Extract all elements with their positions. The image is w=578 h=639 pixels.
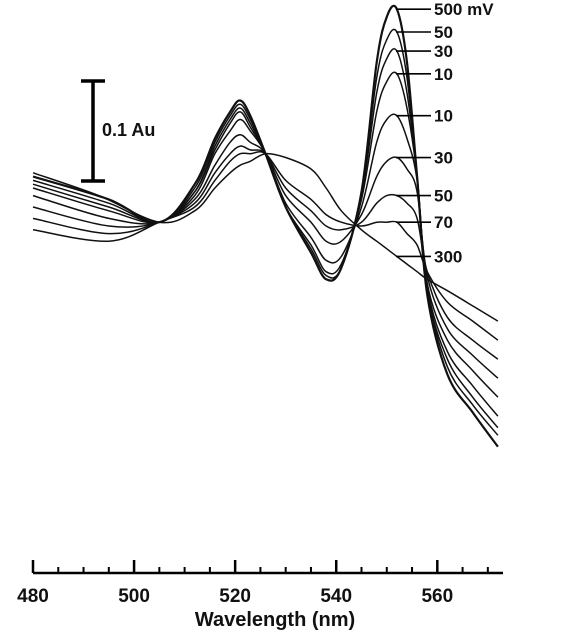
x-tick-label-560: 560: [421, 586, 453, 607]
x-tick-label-500: 500: [118, 586, 150, 607]
x-tick-label-520: 520: [219, 586, 251, 607]
scale-bar-label: 0.1 Au: [102, 120, 155, 140]
series-label-4: 10: [434, 65, 453, 84]
series-label-5: 10: [434, 107, 453, 126]
series-label-7: 50: [434, 187, 453, 206]
x-axis: 480 500 520 540 560: [17, 560, 503, 607]
series-label-1: 500 mV: [434, 0, 494, 19]
series-label-6: 30: [434, 149, 453, 168]
series-line-7: [32, 145, 499, 360]
series-layer: [32, 4, 499, 448]
series-line-9: [32, 152, 499, 322]
x-tick-label-480: 480: [17, 586, 49, 607]
series-line-3: [32, 48, 499, 429]
series-label-2: 50: [434, 23, 453, 42]
scale-bar: 0.1 Au: [81, 79, 155, 183]
series-label-9: 300: [434, 247, 462, 266]
series-label-3: 30: [434, 42, 453, 61]
x-tick-label-540: 540: [320, 586, 352, 607]
series-line-8: [32, 151, 499, 341]
series-line-6: [32, 133, 499, 379]
x-axis-title: Wavelength (nm): [195, 609, 355, 631]
series-line-2: [32, 28, 499, 436]
series-label-8: 70: [434, 213, 453, 232]
series-line-1: [32, 4, 499, 448]
